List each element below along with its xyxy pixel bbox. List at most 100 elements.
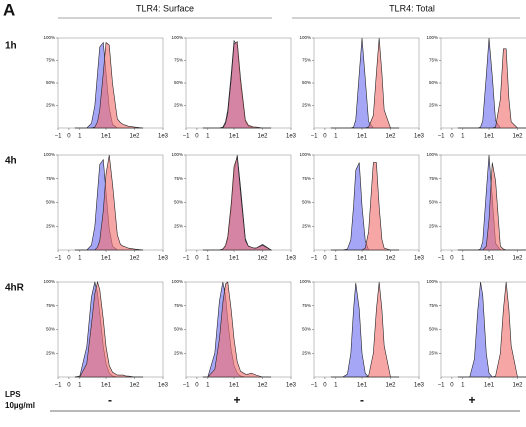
x-tick-label: 1 xyxy=(334,256,338,262)
y-tick-label: 25% xyxy=(46,223,55,228)
y-tick-label: 100% xyxy=(43,35,55,40)
x-tick-label: 1e2 xyxy=(512,134,523,140)
y-tick-label: 100% xyxy=(171,279,183,284)
x-tick-label: −1 xyxy=(183,134,191,140)
y-tick-label: 50% xyxy=(174,327,183,332)
x-tick-label: −1 xyxy=(183,256,191,262)
x-tick-label: 1e2 xyxy=(257,134,268,140)
x-tick-label: 0 xyxy=(450,383,454,389)
y-tick-label: 100% xyxy=(171,152,183,157)
y-tick-label: 75% xyxy=(302,58,311,63)
column-header: TLR4: Total xyxy=(389,3,435,13)
column-header: TLR4: Surface xyxy=(136,3,194,13)
x-tick-label: 0 xyxy=(195,134,199,140)
y-tick-label: 50% xyxy=(302,200,311,205)
x-tick-label: 0 xyxy=(450,256,454,262)
y-tick-label: 100% xyxy=(43,152,55,157)
x-tick-label: 0 xyxy=(195,256,199,262)
x-tick-label: 1e3 xyxy=(286,256,297,262)
y-tick-label: 25% xyxy=(429,223,438,228)
x-tick-label: 1e1 xyxy=(101,383,112,389)
x-tick-label: 1e2 xyxy=(512,383,523,389)
y-tick-label: 50% xyxy=(429,80,438,85)
y-tick-label: 100% xyxy=(299,35,311,40)
y-tick-label: 100% xyxy=(171,35,183,40)
x-tick-label: −1 xyxy=(55,256,63,262)
x-tick-label: 1e1 xyxy=(229,256,240,262)
x-tick-label: 0 xyxy=(323,383,327,389)
x-tick-label: 1e1 xyxy=(229,134,240,140)
x-tick-label: 1e3 xyxy=(414,256,425,262)
y-tick-label: 50% xyxy=(429,327,438,332)
row-label: 4h xyxy=(5,156,17,167)
y-tick-label: 25% xyxy=(302,350,311,355)
y-tick-label: 25% xyxy=(302,103,311,108)
histogram-area xyxy=(74,41,144,129)
histogram-area xyxy=(330,162,400,251)
x-tick-label: 1 xyxy=(78,256,82,262)
y-tick-label: 100% xyxy=(299,152,311,157)
y-tick-label: 100% xyxy=(299,279,311,284)
condition: + xyxy=(468,393,475,407)
x-tick-label: −1 xyxy=(55,134,63,140)
x-tick-label: 1e2 xyxy=(512,256,523,262)
x-tick-label: 1e1 xyxy=(484,134,495,140)
footer-sublabel: 10µg/ml xyxy=(5,401,35,410)
y-tick-label: 75% xyxy=(174,58,183,63)
y-tick-label: 50% xyxy=(302,327,311,332)
x-tick-label: 1 xyxy=(206,383,210,389)
y-tick-label: 25% xyxy=(429,350,438,355)
x-tick-label: 0 xyxy=(323,134,327,140)
y-tick-label: 75% xyxy=(429,58,438,63)
x-tick-label: 1e2 xyxy=(257,256,268,262)
histogram-area xyxy=(202,41,272,129)
panel-label: A xyxy=(3,0,15,19)
x-tick-label: −1 xyxy=(55,383,63,389)
x-tick-label: 1 xyxy=(334,134,338,140)
x-tick-label: −1 xyxy=(438,256,446,262)
x-tick-label: 1 xyxy=(461,256,465,262)
row-label: 1h xyxy=(5,41,17,52)
y-tick-label: 75% xyxy=(429,303,438,308)
x-tick-label: 1 xyxy=(78,134,82,140)
x-tick-label: 1e1 xyxy=(357,256,368,262)
x-tick-label: 0 xyxy=(67,134,71,140)
footer-label: LPS xyxy=(5,390,21,399)
y-tick-label: 50% xyxy=(46,327,55,332)
histogram-area xyxy=(74,154,144,251)
y-tick-label: 75% xyxy=(429,176,438,181)
y-tick-label: 50% xyxy=(429,200,438,205)
x-tick-label: 0 xyxy=(195,383,199,389)
histogram-area xyxy=(457,162,526,251)
x-tick-label: 0 xyxy=(67,256,71,262)
condition: + xyxy=(233,393,240,407)
x-tick-label: 1e2 xyxy=(129,256,140,262)
x-tick-label: 1e3 xyxy=(286,383,297,389)
x-tick-label: −1 xyxy=(311,256,319,262)
x-tick-label: 1e1 xyxy=(357,134,368,140)
x-tick-label: 1e3 xyxy=(286,134,297,140)
x-tick-label: 1e1 xyxy=(101,256,112,262)
x-tick-label: 0 xyxy=(450,134,454,140)
y-tick-label: 50% xyxy=(174,200,183,205)
histogram-area xyxy=(457,48,526,129)
y-tick-label: 25% xyxy=(174,103,183,108)
y-tick-label: 50% xyxy=(174,80,183,85)
y-tick-label: 75% xyxy=(46,176,55,181)
x-tick-label: 1e3 xyxy=(414,383,425,389)
x-tick-label: −1 xyxy=(438,134,446,140)
x-tick-label: 1e1 xyxy=(229,383,240,389)
y-tick-label: 25% xyxy=(46,350,55,355)
y-tick-label: 50% xyxy=(46,80,55,85)
x-tick-label: 1e2 xyxy=(129,134,140,140)
y-tick-label: 50% xyxy=(46,200,55,205)
histogram-area xyxy=(457,281,526,378)
y-tick-label: 25% xyxy=(174,223,183,228)
y-tick-label: 100% xyxy=(426,152,438,157)
condition: - xyxy=(108,393,112,407)
x-tick-label: 1e2 xyxy=(385,383,396,389)
y-tick-label: 100% xyxy=(426,279,438,284)
histogram-area xyxy=(74,280,144,378)
